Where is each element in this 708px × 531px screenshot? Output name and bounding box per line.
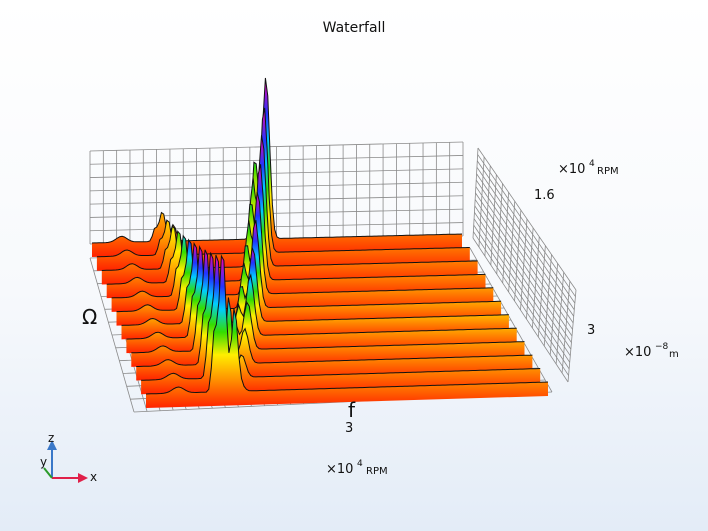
side-grid-line (475, 186, 573, 330)
trace-fill (101, 135, 478, 285)
side-grid-line (475, 179, 574, 324)
side-grid-line (474, 199, 572, 343)
z-tick-label: 3 (587, 323, 596, 338)
z-multiplier-unit: m (669, 349, 679, 360)
back-grid-line (89, 168, 464, 178)
y-tick-label: 1.6 (534, 188, 555, 203)
back-grid-line (89, 222, 464, 232)
trace-line (116, 219, 502, 313)
x-axis-label: f (348, 398, 356, 422)
back-grid-line (89, 181, 464, 192)
chart-title: Waterfall (322, 20, 386, 36)
trace-fill (141, 255, 541, 395)
x-multiplier: ×10 (326, 462, 354, 477)
x-tick-label: 3 (345, 421, 354, 436)
side-grid (472, 147, 577, 383)
y-multiplier: ×10 (558, 162, 586, 177)
side-grid-line (475, 192, 573, 337)
trace-line (111, 191, 494, 299)
trace-line (141, 254, 541, 381)
axis-triad (43, 440, 88, 483)
back-grid-line (89, 208, 464, 218)
side-grid-line (473, 231, 569, 376)
z-multiplier-exponent: −8 (655, 342, 669, 352)
y-multiplier-exponent: 4 (589, 159, 595, 169)
trace-fill (146, 256, 548, 408)
x-multiplier-unit: RPM (366, 466, 388, 477)
side-grid-line (476, 167, 575, 310)
trace-fill (96, 107, 470, 271)
trace-line (106, 164, 486, 285)
side-grid-line (477, 154, 576, 297)
y-multiplier-unit: RPM (597, 166, 619, 177)
side-grid-line (474, 205, 572, 350)
back-grid-line (89, 195, 464, 205)
side-grid-line (476, 173, 575, 317)
trace-line (121, 241, 509, 326)
z-multiplier: ×10 (624, 345, 652, 360)
trace-line (136, 252, 533, 367)
trace-fill (106, 164, 486, 299)
trace-line (131, 249, 525, 354)
triad-z-label: z (48, 431, 55, 445)
side-grid-line (474, 212, 571, 356)
waterfall-traces (91, 77, 549, 408)
side-grid-line (473, 224, 570, 370)
side-grid-line (472, 237, 569, 383)
side-grid-line (476, 160, 576, 304)
side-grid-line (473, 218, 571, 363)
back-grid-line (89, 155, 464, 165)
x-multiplier-exponent: 4 (357, 459, 363, 469)
triad-x-label: x (90, 470, 98, 484)
trace-line (126, 244, 517, 340)
trace-line (145, 254, 549, 395)
back-grid (89, 141, 464, 245)
trace-fill (111, 192, 494, 312)
trace-line (91, 77, 463, 244)
trace-line (96, 107, 470, 258)
side-grid-line (477, 147, 577, 291)
y-axis-label: Ω (82, 305, 98, 329)
triad-y-label: y (40, 455, 48, 469)
trace-line (101, 135, 478, 271)
trace-fill (92, 78, 462, 257)
back-grid-line (89, 141, 464, 152)
